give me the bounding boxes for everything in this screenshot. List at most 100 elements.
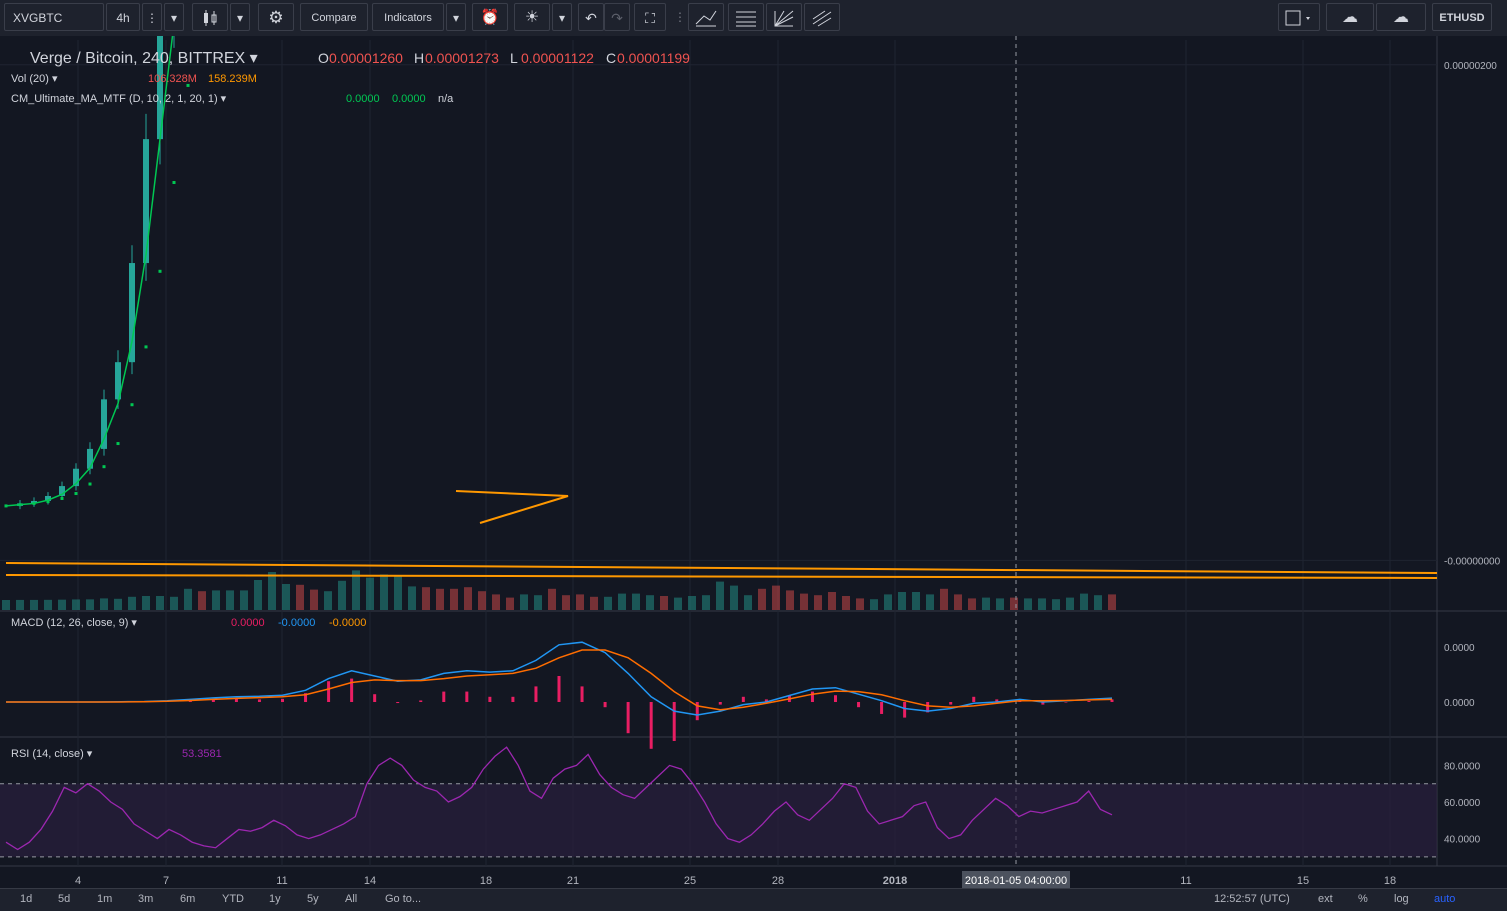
volume-bar	[772, 585, 780, 610]
fib-tool-icon[interactable]	[728, 3, 764, 31]
goto-button[interactable]: Go to...	[385, 893, 422, 905]
template-dropdown-icon[interactable]: ▾	[552, 3, 572, 31]
chart-area[interactable]: 0.000020000.000018000.000016000.00001400…	[0, 36, 1507, 888]
redo-icon[interactable]: ↷	[604, 3, 630, 31]
scale-option-log[interactable]: log	[1394, 893, 1409, 905]
gear-icon[interactable]: ⚙	[258, 3, 294, 31]
time-axis-tick: 2018	[883, 875, 907, 887]
volume-bar	[310, 589, 318, 610]
ma-slow-dot	[4, 504, 8, 508]
trendline-base	[5, 574, 1438, 579]
candle-body	[59, 486, 65, 496]
range-button-6m[interactable]: 6m	[180, 893, 196, 905]
range-button-1d[interactable]: 1d	[20, 893, 33, 905]
ma-slow-dot	[172, 181, 176, 184]
volume-bar	[170, 596, 178, 610]
ma-value: n/a	[438, 93, 454, 105]
volume-bar	[2, 600, 10, 610]
range-button-1y[interactable]: 1y	[269, 893, 281, 905]
symbol-search-button[interactable]: XVGBTC	[4, 3, 104, 31]
candle-body	[115, 362, 121, 400]
drag-handle-icon[interactable]: ⋮	[674, 10, 686, 24]
right-symbol-button[interactable]: ETHUSD	[1432, 3, 1492, 31]
macd-value: -0.0000	[278, 617, 315, 629]
indicators-dropdown-icon[interactable]: ▾	[446, 3, 466, 31]
time-axis-tick: 18	[1384, 875, 1396, 887]
ma-legend: CM_Ultimate_MA_MTF (D, 10, 2, 1, 20, 1) …	[11, 93, 227, 105]
volume-bar	[492, 594, 500, 610]
volume-bar	[954, 594, 962, 610]
gann-tool-icon[interactable]	[766, 3, 802, 31]
crosshair-time-label-bg	[962, 871, 1070, 888]
volume-bar	[702, 595, 710, 610]
volume-bar	[450, 588, 458, 610]
candle-style-dropdown-icon[interactable]: ▾	[230, 3, 250, 31]
time-axis-tick: 25	[684, 875, 696, 887]
price-axis-tick: -0.00000000	[1444, 556, 1501, 567]
volume-bar	[800, 593, 808, 610]
trendline-base	[5, 562, 1438, 574]
alert-icon[interactable]: ⏰	[472, 3, 508, 31]
volume-bar	[30, 599, 38, 610]
candle-body	[129, 263, 135, 363]
macd-signal-line	[6, 649, 1113, 711]
range-button-1m[interactable]: 1m	[97, 893, 113, 905]
volume-bar	[296, 584, 304, 610]
range-button-3m[interactable]: 3m	[138, 893, 154, 905]
price-axis-tick: 0.00000200	[1444, 61, 1497, 72]
volume-bar	[1066, 597, 1074, 610]
interval-button[interactable]: 4h	[106, 3, 140, 31]
layout-icon[interactable]	[1278, 3, 1320, 31]
volume-bar	[534, 595, 542, 610]
range-button-5y[interactable]: 5y	[307, 893, 319, 905]
interval-dropdown-icon[interactable]: ▾	[164, 3, 184, 31]
volume-bar	[58, 599, 66, 610]
volume-bar	[590, 596, 598, 610]
volume-bar	[604, 596, 612, 610]
candle-body	[87, 448, 93, 469]
cloud-upload-icon[interactable]: ☁	[1376, 3, 1426, 31]
volume-bar	[282, 584, 290, 610]
candle-style-icon[interactable]	[192, 3, 228, 31]
range-button-ytd[interactable]: YTD	[222, 893, 244, 905]
candle-body	[157, 36, 163, 140]
trend-tool-icon[interactable]	[688, 3, 724, 31]
template-icon[interactable]: ☀	[514, 3, 550, 31]
rsi-axis-tick: 40.0000	[1444, 835, 1481, 846]
volume-bar	[716, 581, 724, 610]
rsi-value: 53.3581	[182, 748, 222, 760]
ohlc-key: O	[318, 50, 329, 66]
ma-slow-dot	[144, 345, 148, 349]
volume-bar	[226, 590, 234, 610]
undo-icon[interactable]: ↶	[578, 3, 604, 31]
scale-option-auto[interactable]: auto	[1434, 893, 1456, 905]
time-axis-tick: 7	[163, 875, 169, 887]
compare-button[interactable]: Compare	[300, 3, 368, 31]
ohlc-value: 0.00001260	[329, 50, 403, 66]
volume-bar	[422, 587, 430, 610]
scale-option-percent[interactable]: %	[1358, 893, 1368, 905]
volume-bar	[198, 591, 206, 610]
pattern-tool-icon[interactable]	[804, 3, 840, 31]
volume-bar	[1024, 598, 1032, 610]
clock-display: 12:52:57 (UTC)	[1214, 893, 1290, 905]
ma-slow-dot	[18, 503, 22, 507]
cloud-download-icon[interactable]: ☁	[1326, 3, 1374, 31]
fullscreen-icon[interactable]: ⛶	[634, 3, 666, 31]
indicators-button[interactable]: Indicators	[372, 3, 444, 31]
range-button-5d[interactable]: 5d	[58, 893, 71, 905]
volume-bar	[1010, 597, 1018, 610]
volume-bar	[128, 596, 136, 610]
time-axis-tick: 14	[364, 875, 376, 887]
volume-bar	[506, 597, 514, 610]
volume-bar	[338, 580, 346, 610]
time-axis-tick: 21	[567, 875, 579, 887]
volume-bar	[744, 595, 752, 610]
ma-slow-dot	[74, 492, 78, 496]
volume-bar	[968, 598, 976, 610]
volume-bar	[1052, 599, 1060, 610]
interval-more-icon[interactable]: ⋮	[142, 3, 162, 31]
scale-option-ext[interactable]: ext	[1318, 893, 1333, 905]
range-button-all[interactable]: All	[345, 893, 358, 905]
volume-bar	[632, 593, 640, 610]
